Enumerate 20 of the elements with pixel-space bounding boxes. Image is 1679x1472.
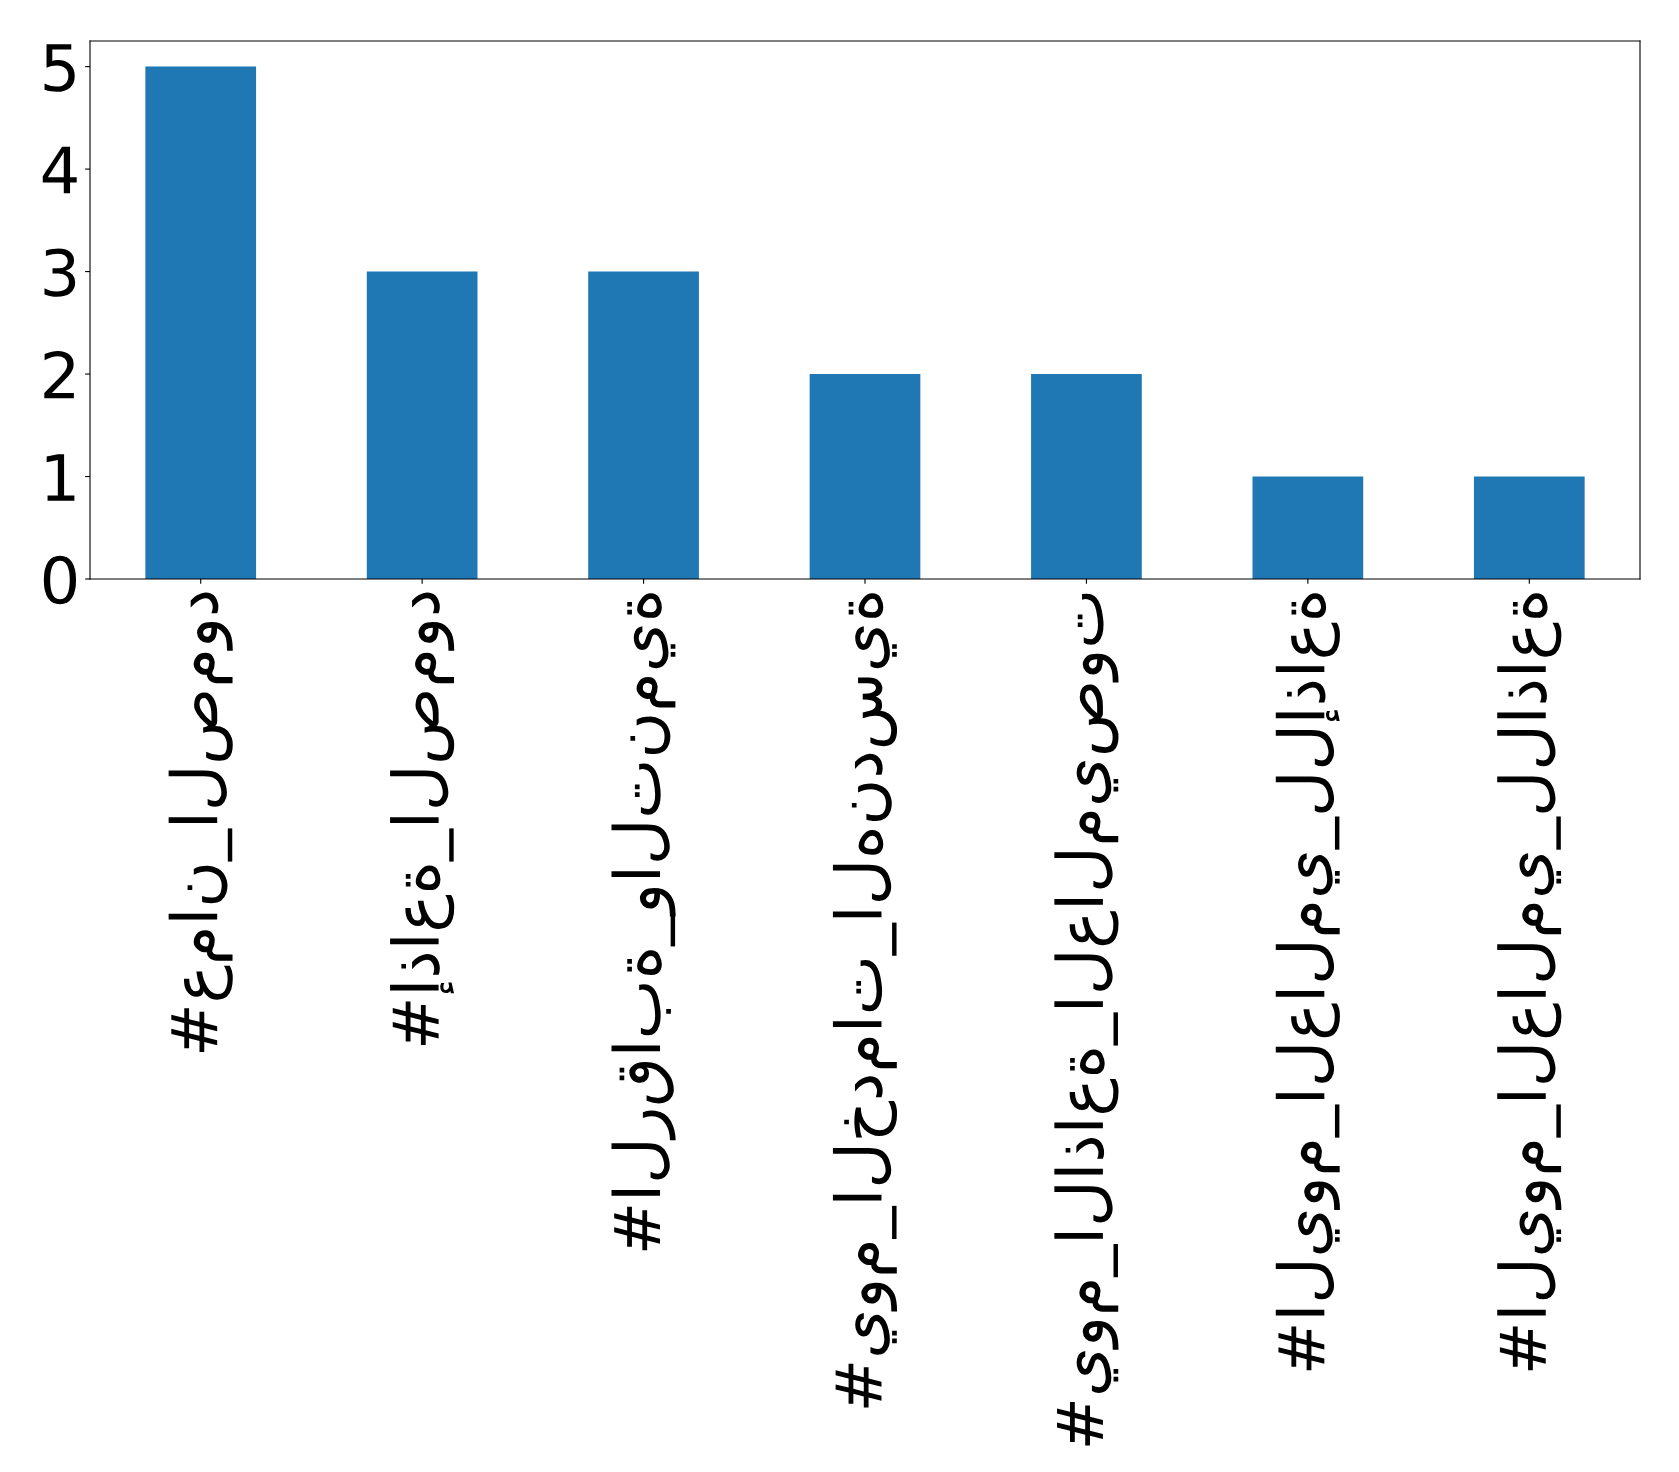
bar xyxy=(366,271,478,579)
x-tick-label: #عمان_الصمود xyxy=(168,592,233,1052)
bar xyxy=(1473,476,1585,579)
bar xyxy=(809,374,921,579)
y-tick-label: 2 xyxy=(44,350,74,399)
y-tick-label: 0 xyxy=(43,555,77,605)
y-tick-label: 3 xyxy=(44,248,76,297)
bar xyxy=(1031,374,1142,579)
x-tick-label: #يوم_الخدمات_الهندسية xyxy=(832,593,898,1408)
x-tick-label: #إذاعة_الصمود xyxy=(390,592,455,1046)
x-tick-label: #الرقابة_والتنمية xyxy=(611,593,676,1251)
bar xyxy=(588,271,699,579)
y-tick-label: 5 xyxy=(44,44,75,92)
x-tick-label: #يوم_الاذاعة_العالميصوت xyxy=(1054,593,1119,1446)
bar xyxy=(145,66,257,579)
x-tick-label: #اليوم_العالمي_للإذاعة xyxy=(1275,593,1340,1371)
bar xyxy=(1252,476,1364,579)
y-tick-label: 4 xyxy=(42,146,77,194)
x-tick-label: #اليوم_العالمي_للاذاعة xyxy=(1497,593,1562,1371)
y-tick-label: 1 xyxy=(46,454,75,501)
